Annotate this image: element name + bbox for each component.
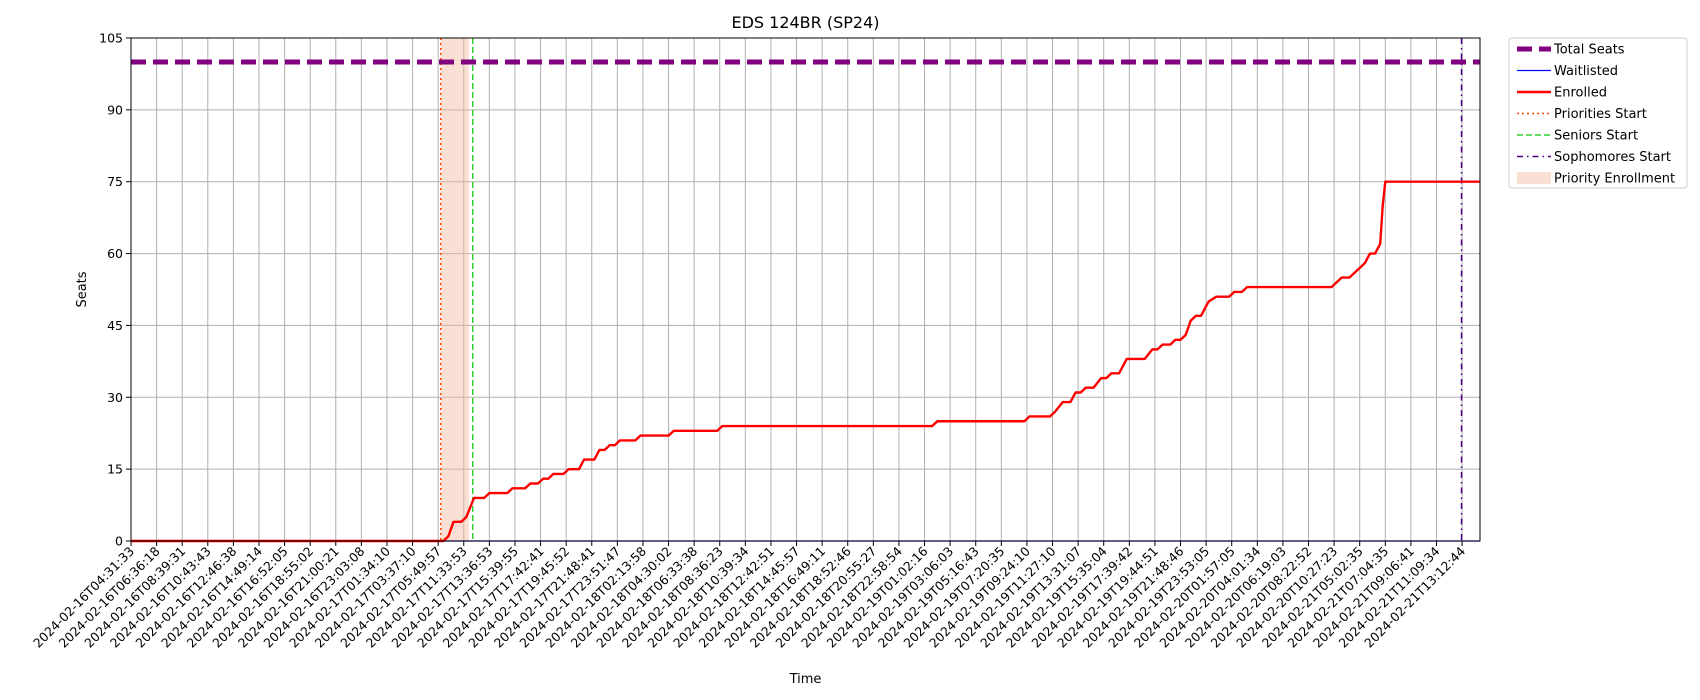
legend-label: Seniors Start	[1554, 129, 1638, 144]
legend-entry: Priority Enrollment	[1517, 172, 1675, 187]
y-tick-label: 30	[107, 390, 123, 405]
grid-lines	[130, 37, 1480, 542]
priority-band-layer	[440, 38, 469, 541]
y-tick-label: 60	[107, 246, 123, 261]
y-tick-label: 105	[99, 31, 123, 46]
legend-entry: Total Seats	[1517, 43, 1625, 58]
legend-box	[1508, 37, 1688, 189]
legend: Total Seats Waitlisted Enrolled Priorities …	[1508, 37, 1688, 189]
legend-entry: Enrolled	[1517, 86, 1607, 101]
y-tick-label: 45	[107, 318, 123, 333]
priority-enrollment-band	[440, 38, 469, 541]
legend-entry: Waitlisted	[1517, 64, 1618, 79]
legend-label: Total Seats	[1553, 43, 1625, 58]
plot-border	[130, 37, 1481, 542]
plot-frame	[130, 37, 1481, 542]
legend-entry: Sophomores Start	[1517, 150, 1671, 165]
y-axis-label: Seats	[75, 271, 90, 307]
legend-swatch	[1517, 172, 1551, 184]
enrolled-line	[131, 180, 1480, 543]
y-tick-label: 15	[107, 462, 123, 477]
marker-lines	[439, 38, 1463, 541]
legend-label: Sophomores Start	[1554, 150, 1671, 165]
y-tick-label: 75	[107, 174, 123, 189]
x-axis-label: Time	[789, 672, 822, 687]
legend-label: Waitlisted	[1554, 64, 1618, 79]
plot-background	[131, 38, 1480, 541]
plot-area	[131, 38, 1480, 541]
y-tick-label: 0	[115, 534, 123, 549]
legend-label: Priorities Start	[1554, 107, 1647, 122]
y-tick-label: 90	[107, 102, 123, 117]
legend-entry: Seniors Start	[1517, 129, 1638, 144]
legend-label: Enrolled	[1554, 86, 1607, 101]
legend-entry: Priorities Start	[1517, 107, 1647, 122]
legend-label: Priority Enrollment	[1554, 172, 1675, 187]
chart-title: EDS 124BR (SP24)	[731, 13, 879, 32]
x-axis-ticks: 2024-02-16T04:31:332024-02-16T06:36:1820…	[30, 541, 1468, 651]
y-axis-ticks: 0 15 30 45 60 75 90 105	[99, 31, 131, 549]
